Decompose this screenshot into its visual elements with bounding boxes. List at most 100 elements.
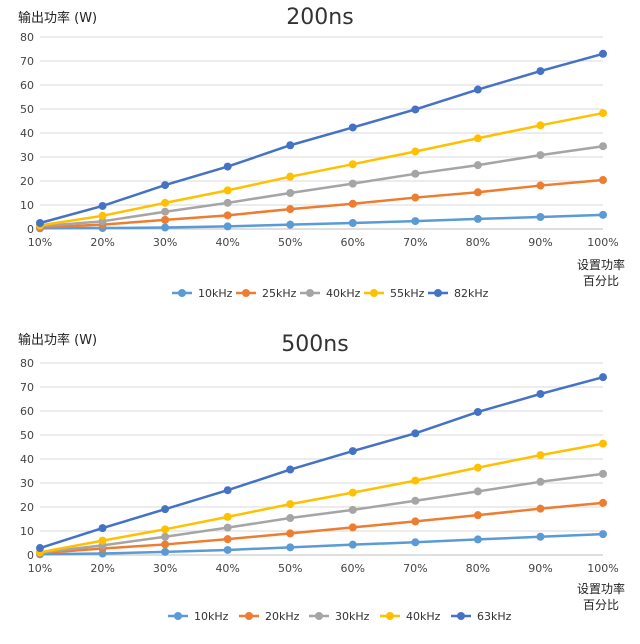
y-tick-label: 70 (20, 381, 34, 394)
chart-200ns: 输出功率 (W) 200ns 0 10 20 30 40 50 60 70 80 10% 20% 3… (18, 5, 625, 300)
data-point-63kHz (286, 465, 295, 474)
legend-label: 40kHz (406, 610, 441, 623)
legend-marker (315, 612, 323, 620)
y-tick-label: 0 (27, 223, 34, 236)
x-tick-label: 30% (153, 236, 177, 249)
y-tick-label: 60 (20, 405, 34, 418)
x-tick-label: 100% (587, 236, 618, 249)
data-point-40kHz (161, 207, 170, 216)
y-tick-label: 40 (20, 453, 34, 466)
data-point-30kHz (599, 469, 607, 478)
data-point-63kHz (348, 447, 357, 456)
series-line-30kHz (39, 472, 604, 554)
data-point-25kHz (536, 181, 545, 190)
data-point-10kHz (411, 538, 420, 547)
chart-title: 500ns (281, 332, 348, 357)
x-tick-label: 20% (90, 562, 114, 575)
data-point-10kHz (161, 223, 170, 232)
legend: 10kHz 20kHz 30kHz 40kHz 63kHz (168, 610, 512, 623)
series-line-40kHz (39, 144, 604, 228)
data-point-40kHz (98, 536, 107, 545)
data-point-40kHz (223, 198, 232, 207)
x-axis-label-line2: 百分比 (583, 274, 619, 288)
series-line-25kHz (39, 178, 604, 229)
y-axis-label: 输出功率 (W) (18, 10, 97, 26)
x-tick-label: 100% (587, 562, 618, 575)
data-point-55kHz (161, 198, 170, 207)
data-point-30kHz (536, 477, 545, 486)
data-point-82kHz (473, 85, 482, 94)
x-tick-label: 70% (403, 562, 427, 575)
data-point-63kHz (536, 389, 545, 398)
data-point-30kHz (223, 523, 232, 532)
data-point-10kHz (599, 530, 607, 539)
series-line-20kHz (39, 501, 604, 555)
data-point-30kHz (161, 532, 170, 541)
x-tick-label: 90% (528, 236, 552, 249)
data-point-82kHz (536, 67, 545, 76)
data-point-20kHz (286, 529, 295, 538)
data-point-10kHz (599, 210, 607, 219)
data-point-55kHz (473, 134, 482, 143)
series-line-63kHz (39, 375, 604, 550)
data-point-40kHz (411, 476, 420, 485)
x-tick-label: 60% (341, 236, 365, 249)
data-point-20kHz (411, 517, 420, 526)
data-point-55kHz (223, 186, 232, 195)
data-point-82kHz (223, 162, 232, 171)
data-point-82kHz (36, 219, 44, 227)
series-line-10kHz (39, 213, 604, 230)
data-point-40kHz (599, 439, 607, 448)
x-axis-label-line1: 设置功率 (577, 581, 625, 596)
data-point-55kHz (348, 160, 357, 169)
x-tick-labels: 10% 20% 30% 40% 50% 60% 70% 80% 90% 100% (28, 236, 619, 249)
data-point-10kHz (536, 532, 545, 541)
data-point-30kHz (286, 514, 295, 523)
series-line-82kHz (39, 52, 604, 225)
x-tick-label: 50% (278, 562, 302, 575)
legend-marker (370, 289, 378, 297)
legend-marker (386, 612, 394, 620)
data-point-25kHz (223, 211, 232, 220)
data-point-20kHz (223, 535, 232, 544)
data-point-82kHz (98, 201, 107, 210)
legend-marker (457, 612, 465, 620)
x-tick-label: 20% (90, 236, 114, 249)
x-tick-label: 10% (28, 236, 52, 249)
data-point-40kHz (536, 151, 545, 160)
data-point-10kHz (286, 220, 295, 229)
data-point-25kHz (286, 205, 295, 214)
y-tick-labels: 0 10 20 30 40 50 60 70 80 (20, 357, 34, 562)
legend-marker (178, 289, 186, 297)
data-point-63kHz (36, 544, 44, 553)
data-point-25kHz (599, 176, 607, 185)
data-point-63kHz (223, 486, 232, 495)
data-point-55kHz (411, 147, 420, 156)
legend-label: 25kHz (262, 287, 297, 300)
data-point-63kHz (411, 429, 420, 438)
data-point-20kHz (161, 540, 170, 549)
gridlines (40, 362, 603, 556)
legend-label: 40kHz (326, 287, 361, 300)
data-point-10kHz (473, 535, 482, 544)
data-point-10kHz (286, 543, 295, 552)
data-point-40kHz (348, 488, 357, 497)
x-tick-labels: 10% 20% 30% 40% 50% 60% 70% 80% 90% 100% (28, 562, 619, 575)
data-point-40kHz (348, 179, 357, 188)
data-point-55kHz (98, 211, 107, 220)
x-tick-label: 70% (403, 236, 427, 249)
series-line-55kHz (39, 111, 604, 227)
y-axis-label: 输出功率 (W) (18, 332, 97, 348)
legend-marker (306, 289, 314, 297)
data-point-10kHz (473, 214, 482, 223)
data-point-30kHz (411, 496, 420, 505)
data-point-25kHz (161, 215, 170, 224)
data-point-25kHz (473, 188, 482, 197)
data-point-82kHz (411, 105, 420, 114)
x-tick-label: 80% (466, 236, 490, 249)
legend-label: 82kHz (454, 287, 489, 300)
data-point-30kHz (473, 487, 482, 496)
series-lines (36, 49, 607, 233)
data-point-40kHz (286, 500, 295, 509)
